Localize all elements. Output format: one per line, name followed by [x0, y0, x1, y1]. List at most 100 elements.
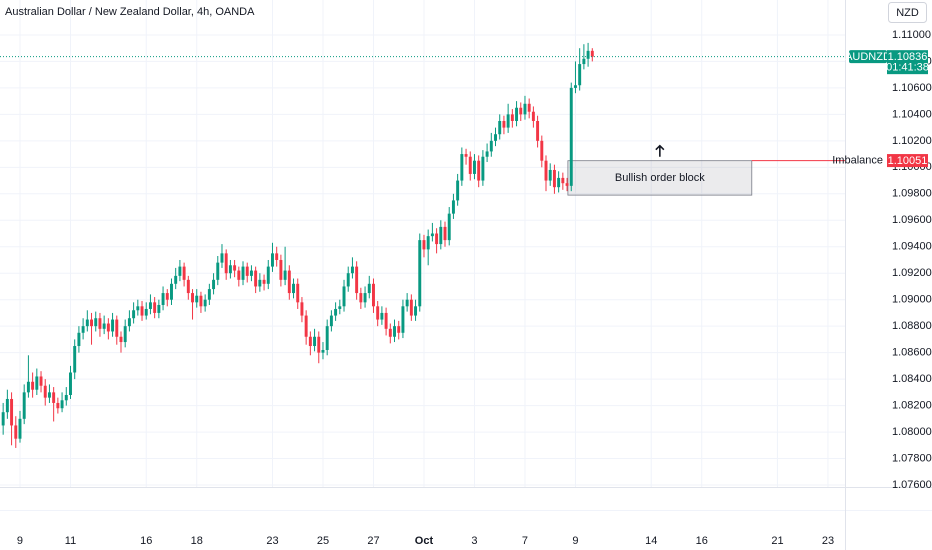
candle-body	[388, 328, 392, 337]
candle-body	[182, 266, 186, 280]
candle-body	[569, 87, 573, 186]
candle-body	[195, 295, 199, 303]
candle-body	[481, 156, 485, 181]
candle-body	[472, 160, 476, 174]
imbalance-label: Imbalance	[832, 154, 883, 166]
candle-body	[380, 312, 384, 320]
imbalance-tag	[887, 154, 928, 168]
candle-body	[191, 293, 194, 303]
currency-button[interactable]	[888, 2, 927, 23]
candle-body	[544, 160, 548, 181]
candle-body	[573, 85, 577, 88]
candle-body	[279, 259, 283, 280]
candle-body	[258, 279, 262, 287]
candle-body	[90, 319, 94, 327]
candle-body	[237, 270, 241, 280]
candle-body	[397, 326, 401, 333]
x-tick-label: 11	[65, 535, 76, 547]
candle-body	[271, 253, 274, 267]
candle-body	[430, 233, 434, 237]
candle-body	[359, 293, 363, 303]
x-tick-label: 9	[572, 535, 578, 547]
candle-body	[123, 326, 127, 343]
y-tick-label: 1.10200	[892, 135, 932, 147]
candle-body	[536, 120, 540, 141]
y-tick-label: 1.07800	[892, 452, 932, 464]
candle-body	[102, 323, 106, 329]
candle-body	[582, 58, 586, 65]
x-tick-label: 27	[367, 535, 379, 547]
candle-body	[325, 326, 329, 350]
candle-body	[296, 283, 300, 303]
x-tick-label: 23	[822, 535, 834, 547]
candle-body	[531, 111, 535, 121]
candle-body	[498, 120, 502, 135]
candle-body	[56, 402, 60, 409]
candle-body	[464, 154, 468, 157]
x-tick-label: 9	[17, 535, 23, 547]
y-tick-label: 1.10400	[892, 108, 932, 120]
candle-body	[435, 233, 439, 245]
candle-body	[317, 336, 321, 353]
candle-body	[186, 279, 190, 294]
candle-body	[578, 64, 582, 86]
candle-body	[199, 295, 203, 307]
candle-body	[111, 319, 115, 332]
candle-body	[355, 266, 359, 294]
y-tick-label: 1.08200	[892, 399, 932, 411]
candle-body	[489, 140, 493, 152]
y-tick-label: 1.10600	[892, 82, 932, 94]
candle-body	[224, 253, 228, 274]
candle-body	[212, 279, 216, 290]
candle-body	[367, 283, 371, 294]
candle-body	[1, 412, 5, 426]
candle-body	[60, 400, 64, 409]
candle-body	[136, 306, 140, 311]
arrow	[655, 144, 665, 157]
x-tick-label: 16	[696, 535, 708, 547]
x-tick-label: 16	[140, 535, 152, 547]
candle-body	[329, 315, 333, 327]
candle-body	[35, 376, 39, 390]
candle-body	[313, 336, 317, 347]
candle-body	[153, 302, 157, 313]
candle-body	[523, 103, 527, 115]
x-tick-label: 25	[317, 535, 329, 547]
y-tick-label: 1.08000	[892, 426, 932, 438]
candle-body	[170, 283, 173, 300]
candle-body	[401, 306, 405, 333]
x-tick-label: 18	[191, 535, 203, 547]
candle-body	[47, 392, 51, 398]
candle-body	[342, 286, 346, 307]
candle-body	[426, 236, 430, 250]
candle-body	[207, 289, 211, 300]
candle-body	[203, 299, 207, 307]
candle-body	[494, 134, 497, 141]
candle-body	[460, 154, 464, 181]
candle-body	[447, 213, 451, 241]
order-block	[567, 160, 753, 196]
candle-body	[485, 151, 489, 157]
candle-body	[346, 273, 350, 287]
candle-body	[148, 302, 152, 309]
candle-body	[140, 306, 144, 316]
candle-body	[552, 169, 556, 188]
x-tick-label: 14	[645, 535, 657, 547]
candle-body	[586, 50, 590, 59]
candle-body	[10, 398, 14, 426]
candle-body	[283, 270, 287, 280]
x-tick-label: 3	[471, 535, 477, 547]
candle-body	[220, 253, 224, 263]
plot: Bullish order block	[0, 42, 845, 448]
candle-body	[308, 336, 312, 347]
y-tick-label: 1.07600	[892, 479, 932, 491]
candle-body	[5, 398, 9, 413]
candle-body	[384, 312, 388, 329]
candle-body	[304, 315, 308, 337]
y-tick-label: 1.11000	[892, 29, 931, 41]
candle-body	[115, 319, 119, 337]
candle-body	[69, 372, 72, 396]
candle-body	[376, 306, 380, 320]
currency-button-label[interactable]: NZD	[896, 7, 919, 19]
